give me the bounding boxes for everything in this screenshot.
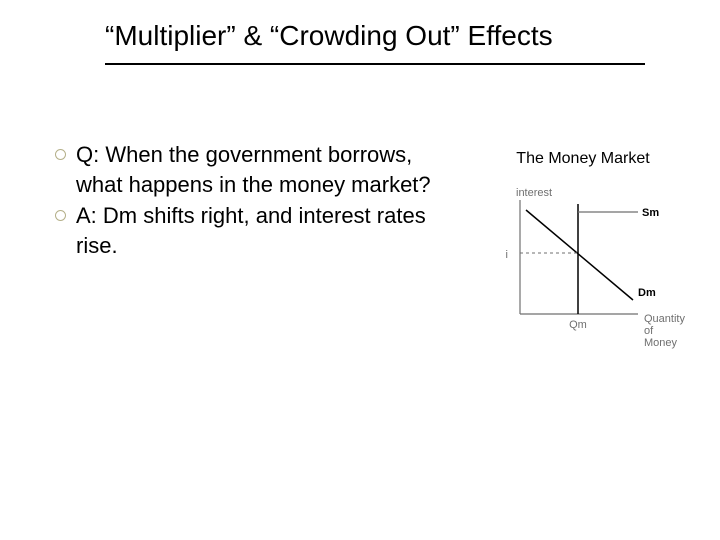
sm-label: Sm bbox=[642, 207, 659, 219]
chart-svg: interest i Qm Quantity of Money Sm Dm bbox=[478, 182, 688, 352]
list-item: A: Dm shifts right, and interest rates r… bbox=[55, 201, 450, 260]
title-underline bbox=[105, 63, 645, 65]
slide-title: “Multiplier” & “Crowding Out” Effects bbox=[105, 18, 645, 53]
y-axis-label: interest bbox=[516, 187, 552, 199]
list-item: Q: When the government borrows, what hap… bbox=[55, 140, 450, 199]
chart-title: The Money Market bbox=[468, 150, 698, 168]
dm-line bbox=[526, 210, 633, 300]
bullet-ring-icon bbox=[55, 210, 66, 221]
x-axis-label-1: Quantity bbox=[644, 313, 685, 325]
i-label: i bbox=[506, 249, 508, 261]
bullet-text: A: Dm shifts right, and interest rates r… bbox=[76, 201, 450, 260]
bullet-text: Q: When the government borrows, what hap… bbox=[76, 140, 450, 199]
bullet-list: Q: When the government borrows, what hap… bbox=[55, 140, 450, 263]
x-axis-label-3: Money bbox=[644, 337, 678, 349]
x-axis-label-2: of bbox=[644, 325, 654, 337]
slide-title-block: “Multiplier” & “Crowding Out” Effects bbox=[105, 18, 645, 65]
money-market-chart: The Money Market interest i Qm Quantity … bbox=[468, 150, 698, 352]
bullet-ring-icon bbox=[55, 149, 66, 160]
qm-label: Qm bbox=[569, 319, 587, 331]
dm-label: Dm bbox=[638, 287, 656, 299]
